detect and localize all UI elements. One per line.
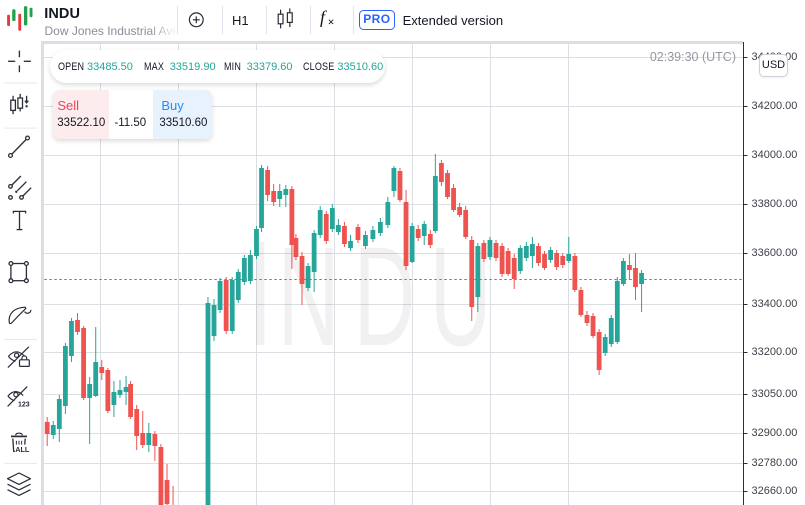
svg-text:U: U [430,217,492,375]
svg-text:123: 123 [18,402,30,409]
svg-text:ALL: ALL [15,445,30,454]
svg-text:N: N [278,217,340,375]
